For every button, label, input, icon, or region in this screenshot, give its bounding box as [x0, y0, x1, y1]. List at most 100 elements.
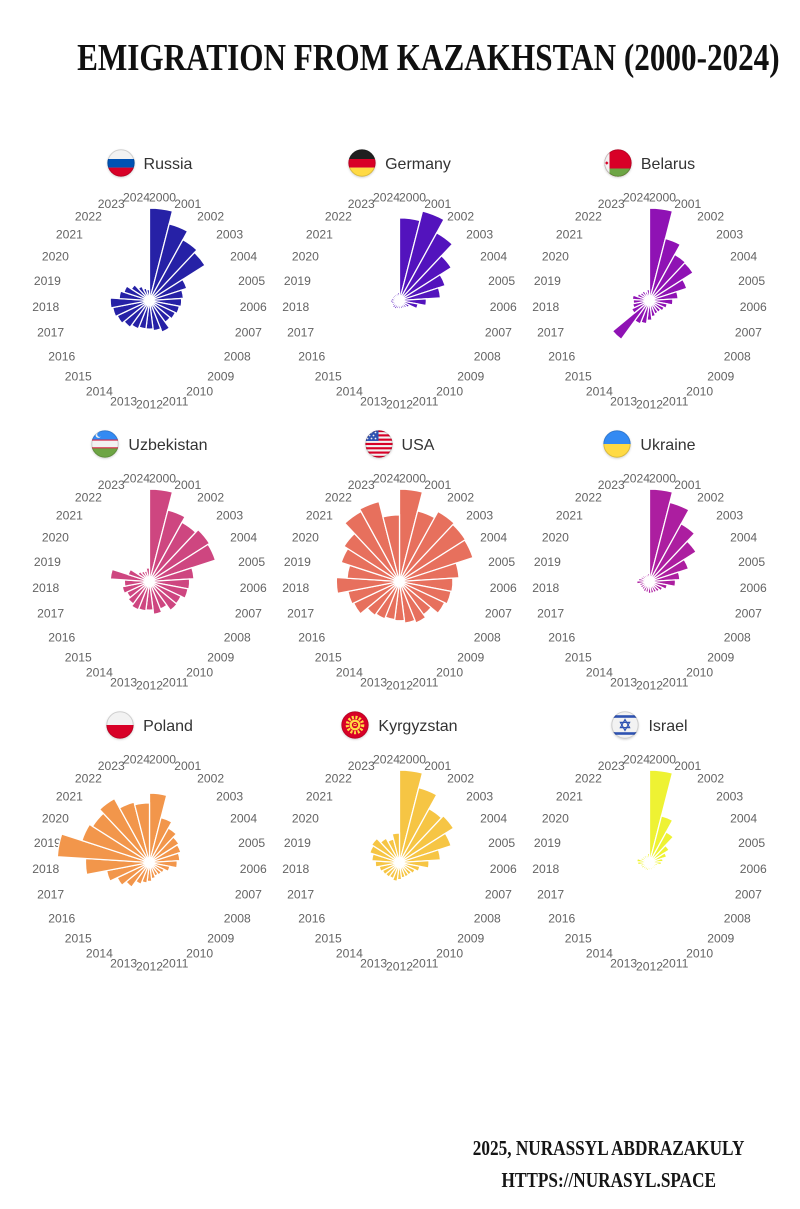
year-label: 2013 [610, 956, 637, 970]
year-label: 2021 [306, 227, 333, 241]
year-label: 2012 [386, 679, 413, 693]
year-label: 2003 [466, 789, 493, 803]
year-label: 2001 [674, 759, 701, 773]
country-label: USA [401, 437, 435, 454]
rose-sector [393, 584, 406, 622]
year-label: 2004 [230, 530, 257, 544]
year-label: 2002 [697, 771, 724, 785]
year-label: 2014 [336, 385, 363, 399]
rose-sector [402, 287, 442, 301]
year-label: 2006 [240, 300, 267, 314]
year-label: 2018 [532, 581, 559, 595]
year-label: 2017 [537, 607, 564, 621]
chart-header: Germany [348, 148, 451, 179]
year-label: 2015 [565, 369, 592, 383]
rose-sector [402, 849, 442, 863]
rose-sector [127, 583, 149, 605]
rose-sector [382, 514, 401, 579]
year-label: 2013 [360, 394, 387, 408]
chart-cell: Ukraine 2000 2001 2002 2003 2004 2005 2006 2007 2… [527, 422, 772, 703]
rose-sector [650, 583, 661, 593]
year-label: 2013 [610, 675, 637, 689]
year-label: 2021 [556, 789, 583, 803]
year-label: 2008 [474, 630, 501, 644]
rose-sector [151, 863, 166, 874]
year-label: 2005 [238, 555, 265, 569]
year-label: 2012 [636, 398, 663, 412]
country-label: Russia [143, 156, 193, 173]
year-label: 2020 [292, 811, 319, 825]
rose-sector [149, 223, 189, 298]
year-label: 2009 [457, 369, 484, 383]
rose-sector [123, 285, 148, 301]
rose-sector [651, 844, 671, 862]
year-label: 2009 [457, 650, 484, 664]
year-label: 2023 [98, 759, 125, 773]
year-label: 2023 [348, 759, 375, 773]
rose-sector [641, 574, 648, 581]
year-label: 2009 [207, 369, 234, 383]
rose-sector [402, 562, 460, 582]
rose-sector [401, 863, 416, 875]
rose-sector [121, 581, 147, 595]
year-label: 2024 [373, 752, 400, 766]
year-label: 2012 [136, 398, 163, 412]
rose-sector [652, 571, 681, 582]
year-label: 2024 [623, 752, 650, 766]
rose-sector [402, 581, 452, 605]
year-label: 2022 [75, 771, 102, 785]
country-label: Germany [385, 156, 451, 173]
year-label: 2002 [697, 209, 724, 223]
year-label: 2018 [32, 581, 59, 595]
year-label: 2013 [360, 956, 387, 970]
year-label: 2023 [598, 759, 625, 773]
year-label: 2012 [636, 679, 663, 693]
year-label: 2006 [490, 862, 517, 876]
rose-sector [145, 288, 151, 298]
year-label: 2022 [575, 490, 602, 504]
year-label: 2007 [735, 888, 762, 902]
year-label: 2013 [110, 956, 137, 970]
year-label: 2022 [325, 209, 352, 223]
rose-sector [400, 231, 454, 299]
rose-sector [651, 540, 697, 581]
year-label: 2009 [207, 650, 234, 664]
rose-sector [652, 290, 679, 301]
year-label: 2010 [186, 385, 213, 399]
chart-cell: Kyrgyzstan 2000 2001 2002 2003 2004 2005 2006 20… [277, 703, 522, 984]
rose-sector [151, 251, 206, 300]
year-label: 2021 [56, 508, 83, 522]
year-label: 2005 [238, 274, 265, 288]
year-label: 2017 [287, 326, 314, 340]
page-title: EMIGRATION FROM KAZAKHSTAN (2000-2024) [77, 37, 780, 79]
chart-cell: Uzbekistan 2000 2001 2002 2003 2004 2005 2006 20… [27, 422, 272, 703]
year-label: 2007 [485, 607, 512, 621]
year-label: 2006 [240, 862, 267, 876]
year-label: 2023 [348, 478, 375, 492]
year-label: 2010 [686, 947, 713, 961]
rose-sector [631, 300, 647, 309]
country-label: Kyrgyzstan [378, 718, 458, 735]
year-label: 2006 [740, 581, 767, 595]
year-label: 2021 [306, 508, 333, 522]
rose-sector [151, 836, 180, 862]
rose-sector [652, 861, 662, 866]
year-label: 2005 [488, 555, 515, 569]
year-label: 2021 [56, 227, 83, 241]
year-label: 2004 [230, 811, 257, 825]
year-label: 2008 [724, 911, 751, 925]
year-label: 2012 [386, 960, 413, 974]
year-label: 2005 [488, 836, 515, 850]
belarus-flag-icon [604, 148, 632, 182]
chart-header: Poland [106, 710, 193, 741]
chart-cell: Germany 2000 2001 2002 2003 2004 2005 2006 2007 2… [277, 141, 522, 422]
year-label: 2008 [224, 630, 251, 644]
year-label: 2020 [542, 811, 569, 825]
year-label: 2000 [149, 190, 176, 204]
year-label: 2018 [282, 581, 309, 595]
rose-sector [650, 522, 696, 580]
year-label: 2012 [636, 960, 663, 974]
rose-sector [150, 864, 163, 876]
